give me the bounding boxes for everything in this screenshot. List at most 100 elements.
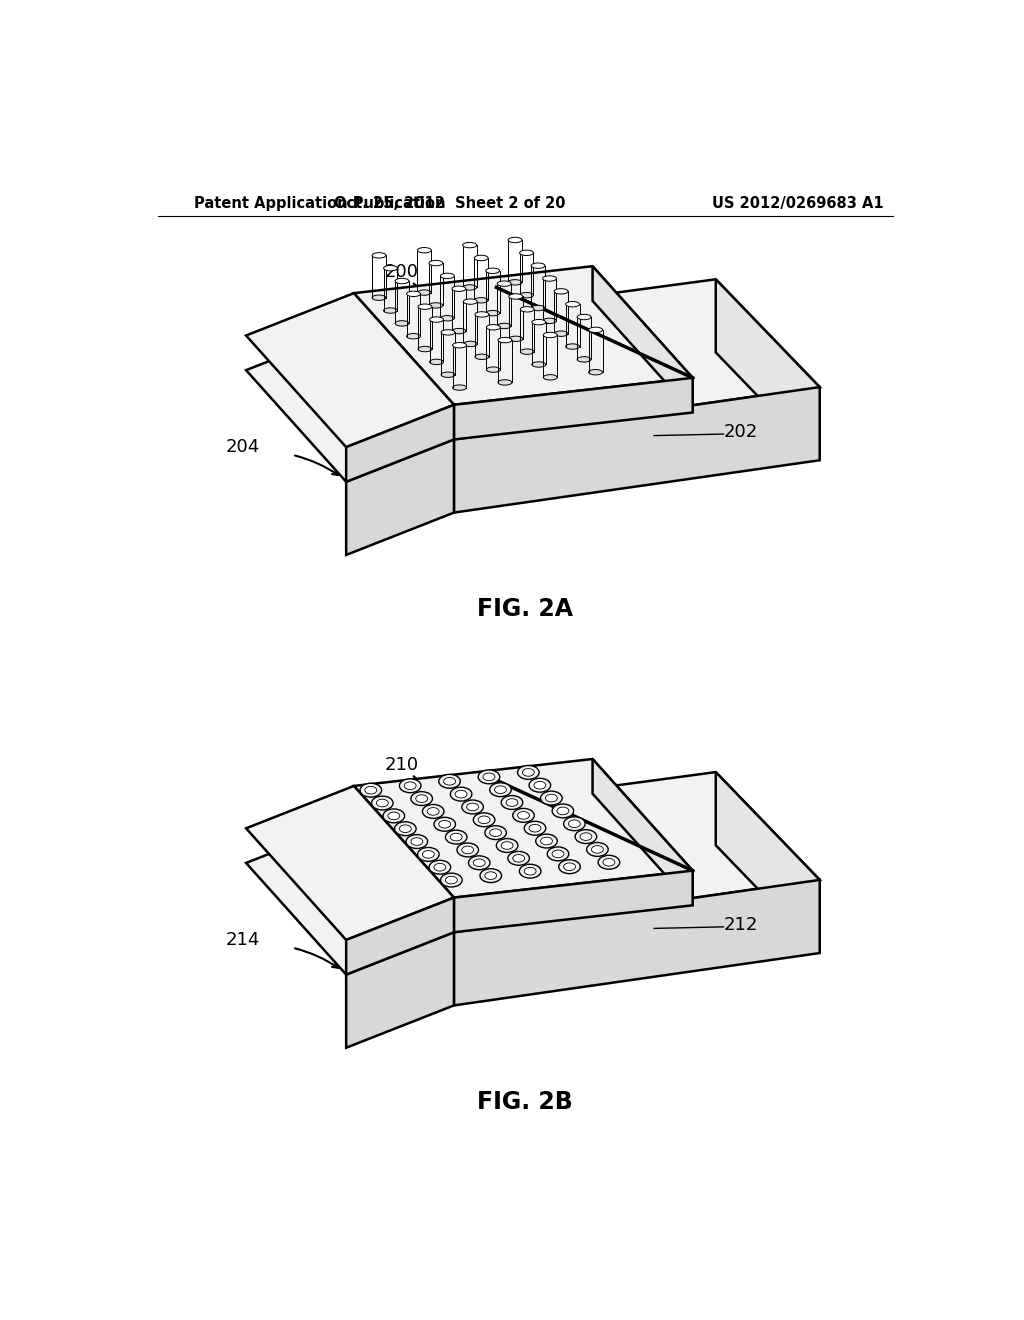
Ellipse shape bbox=[377, 799, 388, 807]
Ellipse shape bbox=[513, 808, 535, 822]
Ellipse shape bbox=[509, 294, 522, 300]
Ellipse shape bbox=[592, 846, 603, 853]
Ellipse shape bbox=[508, 280, 522, 285]
Ellipse shape bbox=[552, 804, 573, 818]
Ellipse shape bbox=[552, 850, 564, 858]
Ellipse shape bbox=[509, 337, 522, 342]
Ellipse shape bbox=[531, 263, 545, 268]
Ellipse shape bbox=[423, 850, 434, 858]
Ellipse shape bbox=[489, 783, 511, 796]
Ellipse shape bbox=[399, 825, 412, 833]
Ellipse shape bbox=[434, 817, 456, 832]
Ellipse shape bbox=[541, 837, 552, 845]
Ellipse shape bbox=[452, 286, 466, 292]
Ellipse shape bbox=[418, 346, 432, 351]
Ellipse shape bbox=[467, 803, 478, 810]
Ellipse shape bbox=[478, 770, 500, 784]
Polygon shape bbox=[246, 327, 454, 482]
Ellipse shape bbox=[519, 293, 534, 298]
Polygon shape bbox=[346, 898, 454, 974]
Ellipse shape bbox=[372, 252, 386, 257]
Ellipse shape bbox=[534, 781, 546, 789]
Ellipse shape bbox=[418, 290, 431, 296]
Ellipse shape bbox=[486, 367, 501, 372]
Text: 200: 200 bbox=[385, 264, 419, 281]
Ellipse shape bbox=[440, 873, 462, 887]
Ellipse shape bbox=[543, 276, 556, 281]
Ellipse shape bbox=[587, 842, 608, 857]
Ellipse shape bbox=[565, 343, 580, 350]
Ellipse shape bbox=[452, 329, 466, 334]
Ellipse shape bbox=[508, 238, 522, 243]
Ellipse shape bbox=[411, 792, 432, 805]
Polygon shape bbox=[454, 387, 819, 512]
Ellipse shape bbox=[475, 354, 488, 359]
Text: 210: 210 bbox=[385, 756, 419, 774]
Ellipse shape bbox=[520, 348, 535, 354]
Polygon shape bbox=[246, 785, 454, 940]
Ellipse shape bbox=[441, 372, 455, 378]
Ellipse shape bbox=[429, 260, 442, 265]
Ellipse shape bbox=[522, 768, 535, 776]
Ellipse shape bbox=[407, 292, 421, 297]
Polygon shape bbox=[593, 267, 692, 412]
Ellipse shape bbox=[543, 318, 556, 323]
Ellipse shape bbox=[531, 362, 546, 367]
Ellipse shape bbox=[546, 795, 557, 801]
Ellipse shape bbox=[475, 312, 488, 317]
Ellipse shape bbox=[462, 846, 474, 854]
Polygon shape bbox=[346, 932, 454, 1048]
Ellipse shape bbox=[430, 359, 443, 364]
Ellipse shape bbox=[563, 817, 585, 830]
Ellipse shape bbox=[464, 298, 477, 305]
Ellipse shape bbox=[497, 838, 518, 853]
Ellipse shape bbox=[439, 775, 461, 788]
Ellipse shape bbox=[473, 859, 485, 867]
Ellipse shape bbox=[598, 855, 620, 869]
Text: 214: 214 bbox=[225, 931, 260, 949]
Ellipse shape bbox=[372, 294, 386, 301]
Ellipse shape bbox=[603, 858, 614, 866]
Ellipse shape bbox=[407, 334, 421, 339]
Ellipse shape bbox=[575, 830, 597, 843]
Ellipse shape bbox=[578, 314, 591, 319]
Polygon shape bbox=[454, 880, 819, 1006]
Polygon shape bbox=[346, 405, 454, 482]
Text: Oct. 25, 2012  Sheet 2 of 20: Oct. 25, 2012 Sheet 2 of 20 bbox=[335, 195, 566, 211]
Polygon shape bbox=[354, 772, 819, 932]
Ellipse shape bbox=[383, 809, 404, 822]
Ellipse shape bbox=[485, 310, 500, 315]
Ellipse shape bbox=[557, 807, 568, 814]
Ellipse shape bbox=[453, 385, 467, 391]
Ellipse shape bbox=[468, 855, 490, 870]
Ellipse shape bbox=[544, 333, 557, 338]
Ellipse shape bbox=[429, 861, 451, 874]
Ellipse shape bbox=[445, 876, 458, 884]
Ellipse shape bbox=[519, 865, 541, 878]
Ellipse shape bbox=[506, 799, 518, 807]
Ellipse shape bbox=[498, 323, 511, 329]
Ellipse shape bbox=[529, 825, 541, 832]
Ellipse shape bbox=[443, 777, 456, 785]
Ellipse shape bbox=[455, 791, 467, 799]
Ellipse shape bbox=[498, 338, 512, 343]
Ellipse shape bbox=[395, 279, 409, 284]
Ellipse shape bbox=[495, 785, 507, 793]
Ellipse shape bbox=[418, 304, 432, 309]
Ellipse shape bbox=[498, 380, 512, 385]
Ellipse shape bbox=[517, 766, 539, 779]
Ellipse shape bbox=[445, 830, 467, 843]
Ellipse shape bbox=[418, 847, 439, 862]
Ellipse shape bbox=[529, 779, 551, 792]
Ellipse shape bbox=[531, 305, 545, 310]
Ellipse shape bbox=[360, 783, 382, 797]
Ellipse shape bbox=[554, 331, 568, 337]
Polygon shape bbox=[246, 293, 454, 447]
Ellipse shape bbox=[429, 302, 442, 308]
Ellipse shape bbox=[536, 834, 557, 847]
Ellipse shape bbox=[394, 822, 416, 836]
Ellipse shape bbox=[519, 249, 534, 256]
Polygon shape bbox=[354, 759, 692, 898]
Ellipse shape bbox=[520, 306, 535, 312]
Ellipse shape bbox=[473, 813, 495, 826]
